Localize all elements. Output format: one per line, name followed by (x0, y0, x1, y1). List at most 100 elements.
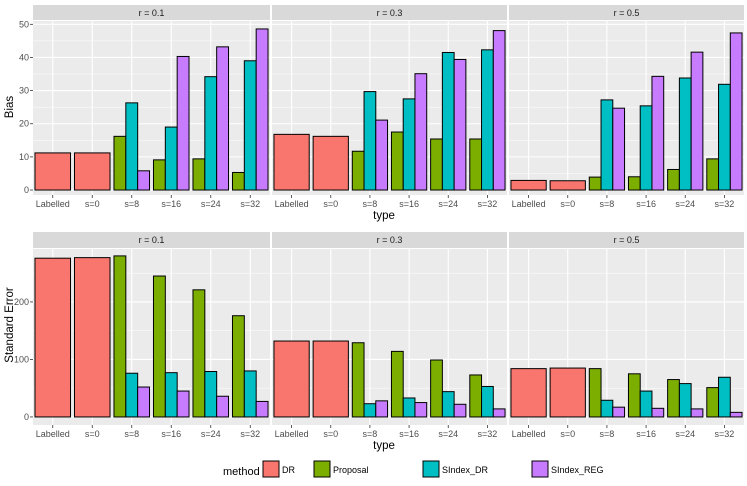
x-tick-label: s=32 (478, 429, 498, 439)
bar-proposal-s32 (231, 315, 245, 418)
x-tick-label: s=24 (201, 429, 221, 439)
legend-label-proposal: Proposal (333, 465, 369, 475)
legend-title: method (223, 466, 260, 478)
x-tick-label: Labelled (275, 199, 309, 209)
x-tick-label: s=24 (675, 199, 695, 209)
bar-dr-labelled (34, 152, 72, 191)
bar-sindex-reg-s32 (729, 32, 743, 191)
legend-key-dr (262, 460, 280, 478)
bar-sindex-dr-s8 (363, 403, 377, 418)
bar-proposal-s24 (192, 158, 206, 191)
bar-dr-s0 (73, 257, 111, 418)
bar-proposal-s8 (351, 150, 365, 191)
x-tick-label: Labelled (512, 199, 546, 209)
x-tick-label: Labelled (36, 429, 70, 439)
bar-sindex-dr-s24 (204, 371, 218, 418)
bar-sindex-dr-s32 (481, 49, 494, 191)
bar-sindex-reg-s8 (375, 400, 389, 418)
bias-y-tick-label: 0 (24, 185, 29, 195)
legend: DR Proposal SIndex_DR SIndex_REG (262, 460, 604, 478)
bar-sindex-reg-s8 (375, 119, 389, 191)
bar-proposal-s32 (469, 374, 483, 418)
top-y-axis-title: Bias (4, 96, 16, 119)
legend-key-proposal (313, 460, 331, 478)
bar-dr-labelled (510, 179, 547, 191)
bar-sindex-dr-s24 (678, 383, 692, 418)
x-tick-label: s=32 (478, 199, 498, 209)
bar-sindex-reg-s8 (612, 406, 626, 418)
panel-background (33, 21, 270, 195)
bar-proposal-s16 (152, 275, 166, 418)
bar-sindex-dr-s32 (481, 385, 494, 418)
bar-sindex-reg-s24 (453, 58, 467, 191)
bar-sindex-dr-s8 (363, 91, 377, 191)
bar-proposal-s16 (627, 373, 641, 418)
bar-sindex-dr-s8 (600, 399, 614, 418)
bias-facet-1: r = 0.1 Labelled s=0 s=8 s=16 s=24 s=32 (33, 5, 270, 209)
bar-proposal-s8 (113, 135, 127, 191)
x-tick-label: s=32 (240, 199, 260, 209)
bar-sindex-reg-s24 (216, 46, 230, 191)
legend-label-sindex-reg: SIndex_REG (551, 465, 604, 475)
panel-background (509, 21, 744, 195)
bar-sindex-reg-s32 (255, 28, 269, 191)
se-facet-3: r = 0.5 Labelled s=0 s=8 s=16 s=24 s=32 (509, 232, 744, 439)
bar-proposal-s16 (390, 131, 404, 191)
x-tick-label: Labelled (275, 429, 309, 439)
x-tick-label: s=24 (438, 199, 458, 209)
bar-sindex-dr-s32 (243, 370, 257, 418)
x-tick-label: s=16 (161, 199, 181, 209)
bar-proposal-s32 (469, 138, 483, 191)
bar-sindex-dr-s32 (718, 376, 731, 418)
se-y-tick-label: 200 (14, 297, 29, 307)
bar-sindex-reg-s32 (492, 408, 506, 418)
bar-proposal-s32 (231, 171, 245, 191)
bar-sindex-reg-s16 (651, 407, 665, 418)
x-tick-label: s=32 (715, 199, 735, 209)
bar-sindex-reg-s8 (137, 386, 151, 418)
bar-sindex-reg-s32 (729, 411, 743, 418)
bar-dr-labelled (273, 133, 310, 191)
facet-strip-label: r = 0.1 (139, 8, 165, 18)
bar-proposal-s8 (588, 176, 602, 191)
bar-proposal-s8 (351, 342, 365, 418)
bar-sindex-reg-s24 (216, 395, 230, 418)
bar-dr-s0 (73, 152, 111, 191)
x-tick-label: s=24 (438, 429, 458, 439)
bar-proposal-s32 (706, 387, 720, 418)
bar-sindex-reg-s8 (612, 107, 626, 191)
legend-label-dr: DR (282, 465, 295, 475)
x-tick-label: s=0 (323, 429, 338, 439)
x-tick-label: s=8 (600, 199, 615, 209)
se-facet-2: r = 0.3 Labelled s=0 s=8 s=16 s=24 s=32 (272, 232, 507, 439)
bar-sindex-reg-s24 (453, 403, 467, 418)
bias-y-tick-label: 50 (19, 19, 29, 29)
x-tick-label: s=8 (124, 199, 139, 209)
x-tick-label: s=8 (600, 429, 615, 439)
x-tick-label: s=16 (636, 429, 656, 439)
facet-strip (272, 232, 507, 248)
bar-dr-s0 (312, 135, 349, 191)
bar-sindex-reg-s32 (255, 400, 269, 418)
facet-strip-label: r = 0.5 (614, 235, 640, 245)
x-tick-label: s=16 (636, 199, 656, 209)
bar-proposal-s16 (152, 159, 166, 191)
se-y-tick-label: 0 (24, 412, 29, 422)
facet-strip-label: r = 0.5 (614, 8, 640, 18)
bar-sindex-dr-s8 (600, 99, 614, 191)
bar-sindex-reg-s32 (492, 30, 506, 191)
x-tick-label: s=24 (201, 199, 221, 209)
bar-sindex-reg-s24 (690, 408, 704, 418)
bar-proposal-s24 (430, 359, 443, 418)
bias-y-tick-label: 20 (19, 119, 29, 129)
top-x-axis-title: type (373, 210, 395, 222)
bar-sindex-dr-s16 (164, 372, 178, 418)
bar-sindex-reg-s16 (651, 75, 665, 191)
facet-strip (33, 232, 270, 248)
x-tick-label: s=0 (85, 429, 100, 439)
bar-dr-s0 (549, 180, 586, 191)
panel-background (272, 21, 507, 195)
facet-strip-label: r = 0.3 (377, 8, 403, 18)
bar-sindex-dr-s16 (164, 126, 178, 191)
bar-sindex-dr-s32 (718, 83, 731, 191)
